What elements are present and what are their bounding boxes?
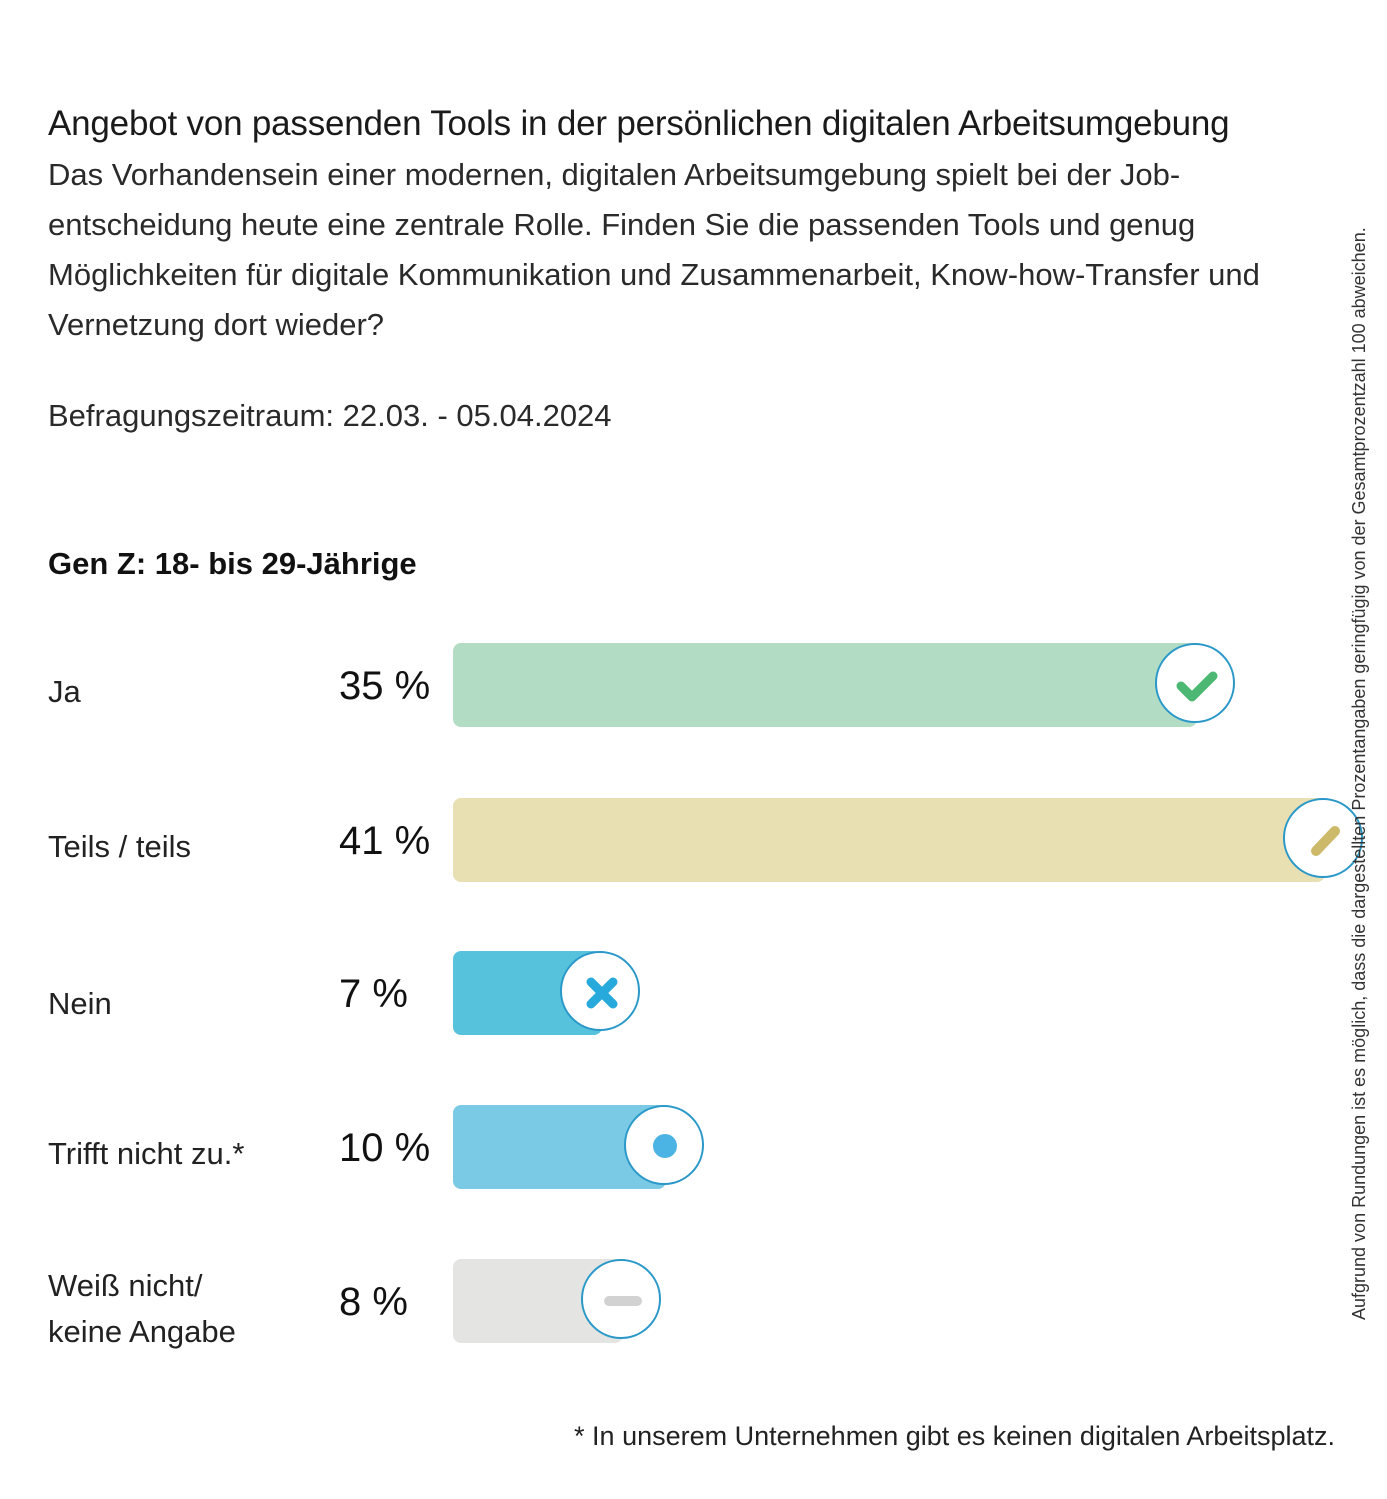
category-label: Trifft nicht zu.* bbox=[48, 1136, 245, 1171]
chart-subtitle: Das Vorhandensein einer modernen, digita… bbox=[48, 157, 1260, 342]
footnote: * In unserem Unternehmen gibt es keinen … bbox=[574, 1421, 1335, 1451]
category-label: Teils / teils bbox=[48, 829, 191, 864]
rounding-note: Aufgrund von Rundungen ist es möglich, d… bbox=[1349, 227, 1369, 1320]
group-label: Gen Z: 18- bis 29-Jährige bbox=[48, 546, 417, 581]
chart-row: Trifft nicht zu.* 10 % bbox=[0, 1105, 1387, 1215]
cross-icon bbox=[560, 951, 640, 1031]
category-label: Weiß nicht/ keine Angabe bbox=[48, 1268, 236, 1349]
value-label: 10 % bbox=[339, 1126, 431, 1170]
chart-row: Ja 35 % bbox=[0, 643, 1387, 753]
chart-title: Angebot von passenden Tools in der persö… bbox=[48, 104, 1230, 143]
value-label: 7 % bbox=[339, 972, 408, 1016]
dot-icon bbox=[624, 1105, 704, 1185]
category-label: Ja bbox=[48, 674, 81, 709]
chart-row: Nein 7 % bbox=[0, 951, 1387, 1061]
bar bbox=[453, 643, 1197, 727]
chart-row: Teils / teils 41 % bbox=[0, 798, 1387, 908]
chart-row: Weiß nicht/ keine Angabe 8 % bbox=[0, 1259, 1387, 1369]
value-label: 8 % bbox=[339, 1280, 408, 1324]
category-label: Nein bbox=[48, 986, 112, 1021]
pencil-icon bbox=[1283, 798, 1363, 878]
minus-icon bbox=[581, 1259, 661, 1339]
survey-period: Befragungszeitraum: 22.03. - 05.04.2024 bbox=[48, 398, 612, 433]
value-label: 41 % bbox=[339, 819, 431, 863]
bar bbox=[453, 798, 1325, 882]
check-icon bbox=[1155, 643, 1235, 723]
value-label: 35 % bbox=[339, 664, 431, 708]
